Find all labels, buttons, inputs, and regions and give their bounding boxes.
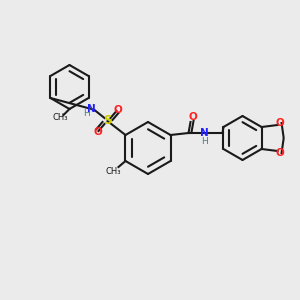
Text: O: O <box>113 105 122 115</box>
Text: O: O <box>275 118 284 128</box>
Text: CH₃: CH₃ <box>106 167 121 176</box>
Text: O: O <box>275 148 284 158</box>
Text: CH₃: CH₃ <box>53 113 68 122</box>
Text: O: O <box>188 112 197 122</box>
Text: H: H <box>83 110 90 118</box>
Text: N: N <box>87 104 96 114</box>
Text: O: O <box>93 127 102 137</box>
Text: N: N <box>200 128 209 138</box>
Text: H: H <box>201 136 208 146</box>
Text: S: S <box>103 115 112 128</box>
